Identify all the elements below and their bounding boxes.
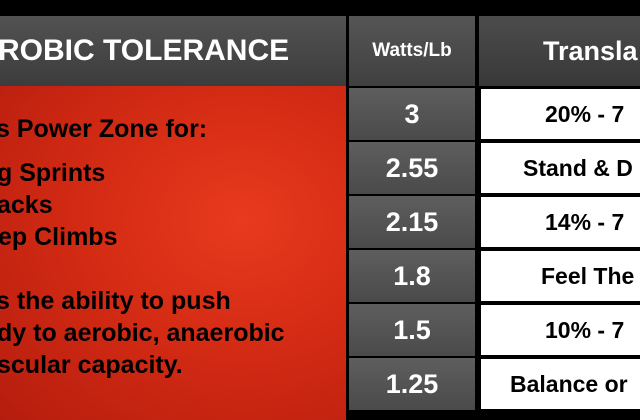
watts-value: 2.15 [349,196,475,248]
translation-value: Stand & D [523,155,633,181]
translation-value: Balance or [510,371,628,397]
translation-cell: 20% - 7 [481,89,640,139]
table-title: ROBIC TOLERANCE [0,34,290,67]
table-title-cell: ROBIC TOLERANCE [0,16,346,86]
translation-cell: 10% - 7 [481,305,640,355]
translation-value: 20% - 7 [545,101,625,127]
description-line: ep Climbs [0,223,118,251]
translation-value: 14% - 7 [545,209,625,235]
translation-cell: Balance or [481,359,640,409]
description-line: scular capacity. [0,351,183,379]
description-line: s the ability to push [0,287,231,315]
translation-value: 10% - 7 [545,317,625,343]
watts-value: 2.55 [349,142,475,194]
translation-cell: Stand & D [481,143,640,193]
description-line: dy to aerobic, anaerobic [0,319,285,347]
translation-cell: Feel The [481,251,640,301]
watts-value: 1.8 [349,250,475,302]
translation-header: Transla [543,36,638,66]
translation-cell: 14% - 7 [481,197,640,247]
watts-value: 1.5 [349,304,475,356]
watts-value: 3 [349,88,475,140]
description-line: acks [0,191,53,219]
watts-header: Watts/Lb [349,16,475,86]
description-line: g Sprints [0,159,106,187]
description-panel: s Power Zone for: g Sprints acks ep Clim… [0,86,346,420]
watts-value: 1.25 [349,358,475,410]
translation-value: Feel The [541,263,635,289]
translation-header-cell: Transla [479,16,640,86]
description-line: s Power Zone for: [0,115,208,143]
